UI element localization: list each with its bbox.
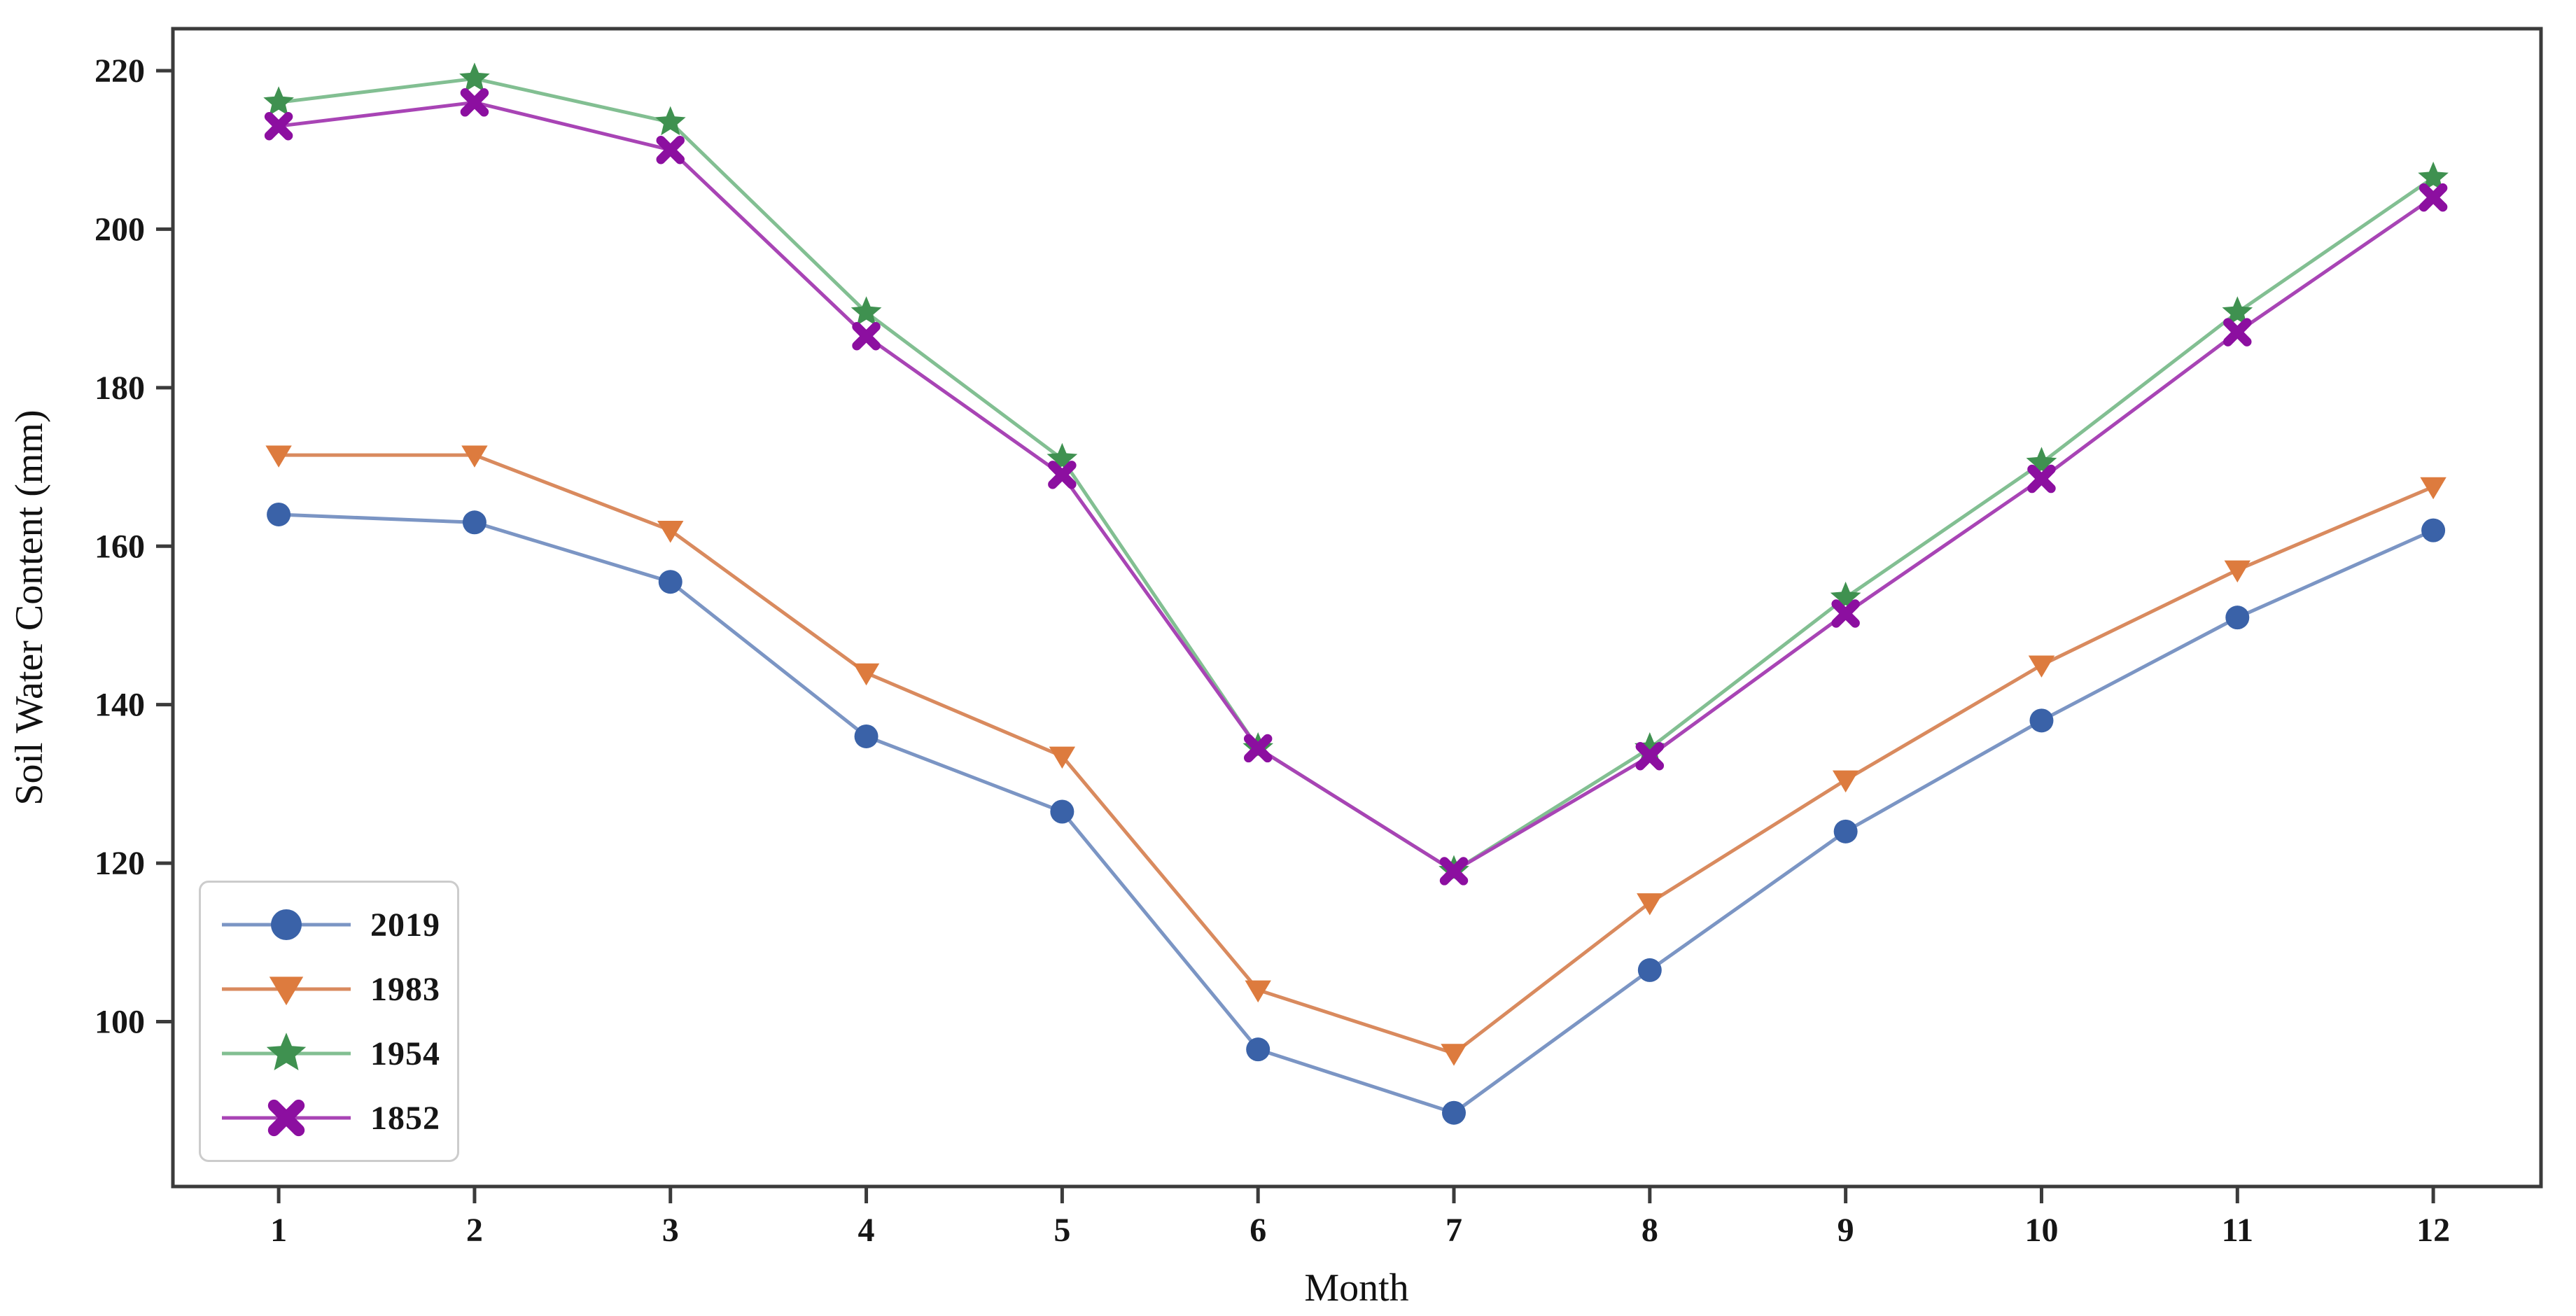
data-point (267, 502, 291, 526)
data-point (1832, 770, 1859, 793)
data-point (2223, 318, 2252, 346)
data-point (850, 296, 882, 326)
data-point (654, 106, 686, 136)
legend-marker-star-icon (222, 1032, 351, 1070)
y-tick-label: 180 (94, 370, 145, 407)
legend-item: 1852 (218, 1086, 457, 1150)
y-tick-label: 160 (94, 528, 145, 565)
x-tick-label: 4 (858, 1212, 875, 1249)
data-point (460, 88, 489, 117)
data-point (2028, 655, 2055, 678)
series-line-1983 (279, 453, 2435, 1056)
x-tick-label: 3 (662, 1212, 679, 1249)
x-axis-title: Month (1304, 1266, 1408, 1310)
data-point (264, 112, 293, 141)
legend-item: 1983 (218, 957, 457, 1021)
data-point (1243, 734, 1273, 763)
legend-label: 1983 (370, 970, 440, 1008)
data-point (1442, 1100, 1466, 1125)
series-line-1954 (278, 76, 2435, 873)
data-point (265, 445, 292, 468)
data-point (1439, 857, 1469, 886)
series-line-2019 (278, 512, 2435, 1115)
x-tick-label: 11 (2222, 1212, 2253, 1249)
data-point (853, 663, 880, 686)
x-tick-label: 6 (1250, 1212, 1266, 1249)
data-point (2421, 518, 2446, 542)
legend-marker-triangle-icon (222, 976, 351, 1006)
x-tick-label: 1 (270, 1212, 287, 1249)
data-point (852, 322, 881, 351)
x-tick-label: 7 (1446, 1212, 1462, 1249)
data-point (1048, 461, 1077, 489)
x-tick-label: 2 (466, 1212, 483, 1249)
data-point (658, 570, 682, 594)
data-point (1049, 746, 1076, 769)
legend-label: 1852 (370, 1099, 440, 1137)
data-point (854, 724, 878, 748)
data-point (657, 521, 684, 543)
y-tick-label: 140 (94, 687, 145, 724)
legend-item: 1954 (218, 1021, 457, 1086)
plot-frame (171, 27, 2543, 1189)
data-point (2418, 161, 2449, 191)
legend-label: 1954 (370, 1035, 440, 1072)
legend: 2019 1983 1954 1852 (199, 881, 459, 1162)
data-point (1635, 742, 1665, 771)
data-point (1637, 958, 1662, 982)
data-point (2027, 464, 2056, 493)
y-tick-label: 120 (94, 845, 145, 882)
data-point (1245, 980, 1271, 1003)
x-tick-label: 5 (1054, 1212, 1070, 1249)
data-point (1831, 599, 1860, 628)
data-point (462, 510, 486, 535)
legend-marker-circle-icon (222, 909, 351, 940)
data-point (656, 135, 685, 164)
y-axis-title: Soil Water Content (mm) (8, 410, 51, 805)
x-tick-label: 9 (1837, 1212, 1854, 1249)
y-tick-label: 100 (94, 1004, 145, 1041)
data-point (1246, 1037, 1270, 1062)
data-point (2418, 183, 2448, 212)
data-point (1050, 799, 1074, 824)
data-point (263, 86, 294, 115)
x-tick-label: 12 (2416, 1212, 2450, 1249)
data-point (2224, 560, 2250, 583)
legend-item: 2019 (218, 892, 457, 957)
data-point (2222, 296, 2253, 326)
series-line-1852 (278, 100, 2435, 873)
data-point (461, 445, 488, 468)
data-point (2225, 606, 2250, 630)
legend-marker-x-icon (222, 1099, 351, 1137)
x-tick-label: 8 (1642, 1212, 1658, 1249)
legend-label: 2019 (370, 906, 440, 944)
data-point (2029, 708, 2054, 733)
data-point (2420, 477, 2446, 500)
x-tick-label: 10 (2024, 1212, 2058, 1249)
data-point (1637, 893, 1663, 916)
data-point (1441, 1044, 1467, 1066)
y-tick-label: 200 (94, 211, 145, 248)
data-point (1833, 819, 1858, 844)
data-point (459, 62, 490, 92)
y-tick-label: 220 (94, 52, 145, 90)
